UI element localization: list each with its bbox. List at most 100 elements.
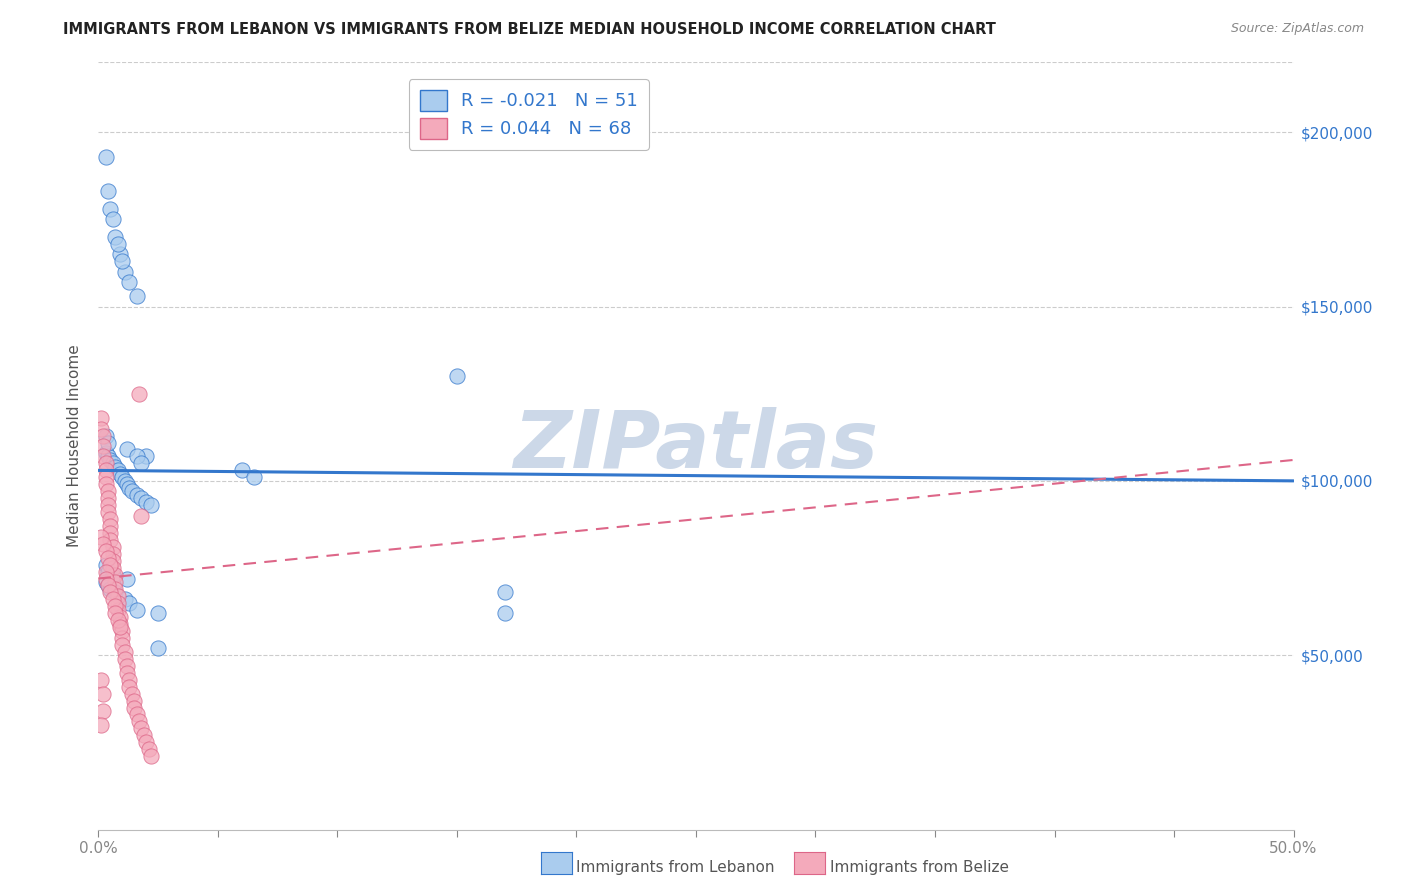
Point xyxy=(101,568,124,582)
Point xyxy=(104,574,127,589)
Point xyxy=(115,572,138,586)
Point xyxy=(148,607,170,621)
Point xyxy=(115,665,138,680)
Point xyxy=(111,624,134,638)
Point xyxy=(97,565,120,579)
Point xyxy=(97,435,120,450)
Point xyxy=(101,592,124,607)
Point xyxy=(115,658,138,673)
Point xyxy=(104,585,127,599)
Point xyxy=(97,505,120,519)
Point xyxy=(104,459,127,474)
Point xyxy=(114,474,136,488)
Point xyxy=(90,718,112,732)
Point xyxy=(131,722,153,736)
Point xyxy=(97,498,120,512)
Text: Immigrants from Belize: Immigrants from Belize xyxy=(830,860,1008,874)
Y-axis label: Median Household Income: Median Household Income xyxy=(67,344,83,548)
Point xyxy=(90,673,112,687)
Point xyxy=(108,467,131,481)
Point xyxy=(494,607,516,621)
Point xyxy=(94,428,117,442)
Point xyxy=(114,651,136,665)
Point xyxy=(94,558,117,572)
Point xyxy=(91,450,114,464)
Point xyxy=(107,236,129,251)
Point xyxy=(118,673,141,687)
Point xyxy=(98,512,122,526)
Point xyxy=(131,508,153,523)
Point xyxy=(124,700,146,714)
Point xyxy=(107,603,129,617)
Point xyxy=(94,463,117,477)
Point xyxy=(494,585,516,599)
Point xyxy=(104,568,127,582)
Point xyxy=(124,693,146,707)
Point xyxy=(114,645,136,659)
Point xyxy=(107,596,129,610)
Point xyxy=(111,638,134,652)
Point xyxy=(91,428,114,442)
Point xyxy=(91,536,114,550)
Point xyxy=(94,150,117,164)
Point xyxy=(91,704,114,718)
Point xyxy=(148,641,170,656)
Point xyxy=(111,631,134,645)
Point xyxy=(97,484,120,499)
Point xyxy=(108,616,131,631)
Point xyxy=(118,481,141,495)
Point xyxy=(94,446,117,460)
Point xyxy=(114,265,136,279)
Text: Source: ZipAtlas.com: Source: ZipAtlas.com xyxy=(1230,22,1364,36)
Point xyxy=(111,470,134,484)
Point xyxy=(135,495,157,509)
Point xyxy=(101,212,124,227)
Point xyxy=(121,484,143,499)
Point xyxy=(94,470,117,484)
Point xyxy=(94,457,117,471)
Point xyxy=(139,498,162,512)
Point xyxy=(128,714,150,729)
Point xyxy=(231,463,253,477)
Point xyxy=(101,554,124,568)
Point xyxy=(98,202,122,216)
Point xyxy=(97,491,120,506)
Point xyxy=(98,526,122,541)
Point xyxy=(111,254,134,268)
Point xyxy=(135,735,157,749)
Text: IMMIGRANTS FROM LEBANON VS IMMIGRANTS FROM BELIZE MEDIAN HOUSEHOLD INCOME CORREL: IMMIGRANTS FROM LEBANON VS IMMIGRANTS FR… xyxy=(63,22,995,37)
Point xyxy=(101,457,124,471)
Point xyxy=(125,289,148,303)
Point xyxy=(121,687,143,701)
Point xyxy=(114,592,136,607)
Point xyxy=(104,229,127,244)
Point xyxy=(125,603,148,617)
Point xyxy=(115,442,138,457)
Point xyxy=(104,582,127,596)
Point xyxy=(90,421,112,435)
Point xyxy=(446,369,468,384)
Point xyxy=(97,578,120,592)
Point xyxy=(104,599,127,614)
Point xyxy=(128,386,150,401)
Point xyxy=(94,543,117,558)
Point xyxy=(94,572,117,586)
Point xyxy=(107,589,129,603)
Point xyxy=(91,687,114,701)
Point xyxy=(98,558,122,572)
Point xyxy=(98,582,122,596)
Point xyxy=(138,742,160,756)
Point xyxy=(101,540,124,554)
Point xyxy=(94,574,117,589)
Point xyxy=(107,613,129,627)
Point xyxy=(97,450,120,464)
Point xyxy=(118,680,141,694)
Point xyxy=(101,547,124,561)
Point xyxy=(98,533,122,548)
Point xyxy=(107,463,129,477)
Point xyxy=(97,185,120,199)
Text: ZIPatlas: ZIPatlas xyxy=(513,407,879,485)
Point xyxy=(125,707,148,722)
Point xyxy=(94,565,117,579)
Point xyxy=(118,275,141,289)
